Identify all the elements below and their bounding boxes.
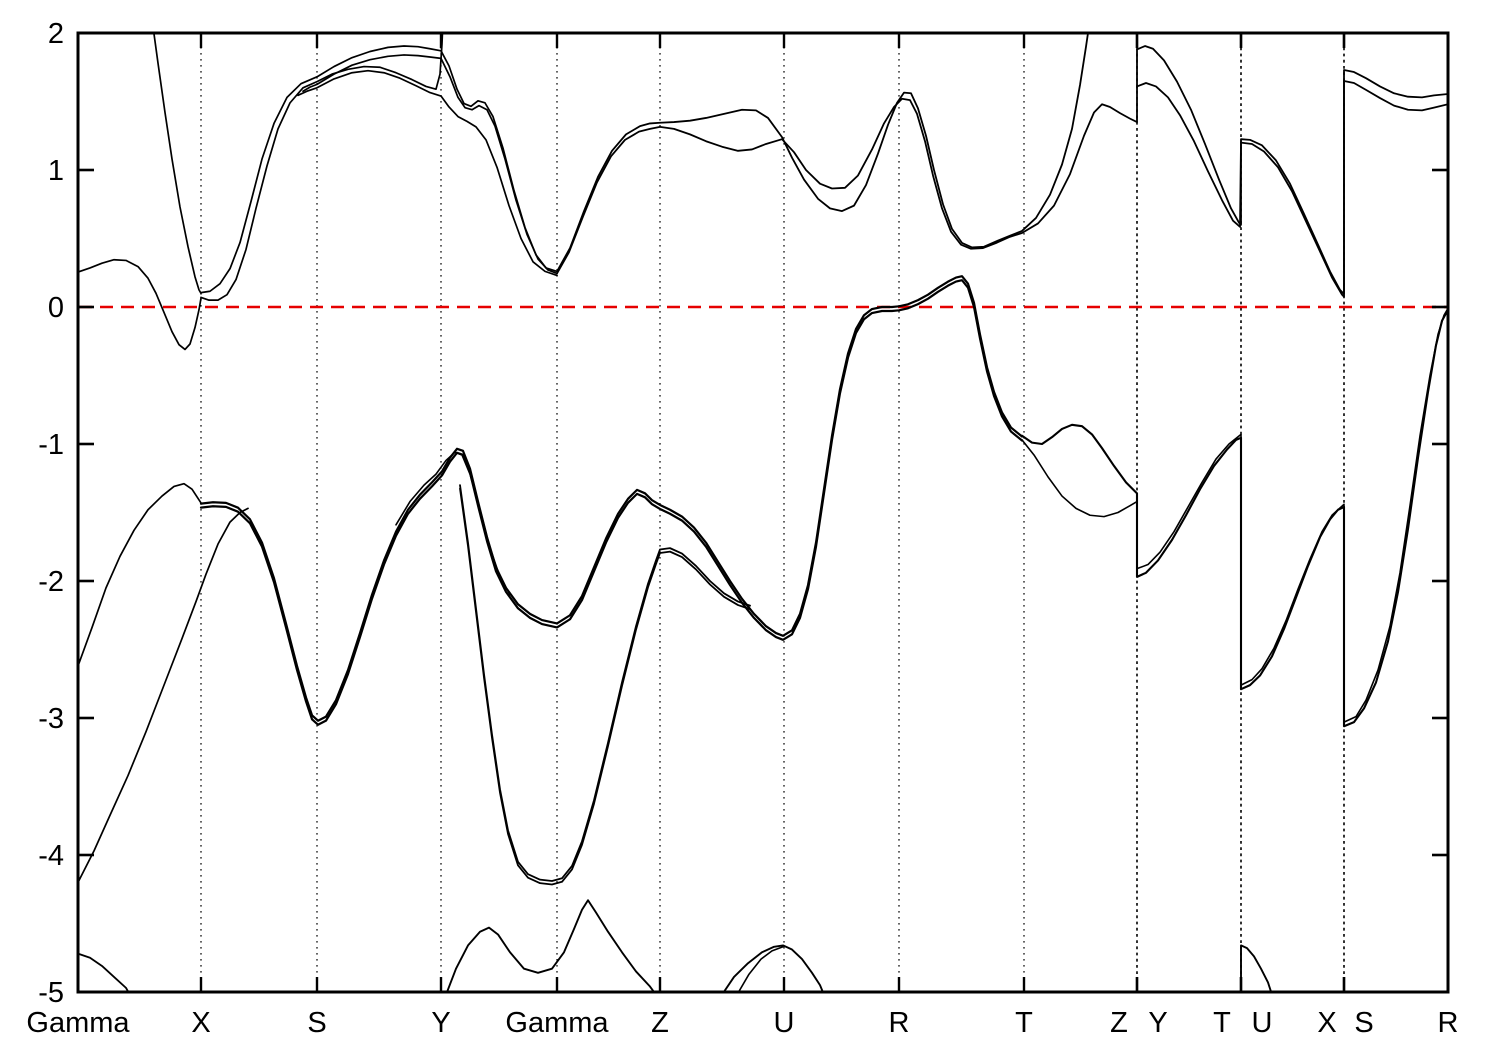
kpoint-label-s: S <box>307 1007 326 1039</box>
kpoint-label-z: Z <box>1110 1007 1128 1039</box>
kpoint-label-x: X <box>1317 1007 1336 1039</box>
kpoint-label-gamma: Gamma <box>505 1007 609 1039</box>
band-valence-y-hump-split <box>395 451 511 596</box>
band-valence-u-dome-b <box>737 945 784 992</box>
kpoint-label-t: T <box>1015 1007 1033 1039</box>
kpoint-label-u: U <box>1252 1007 1273 1039</box>
band-valence-right-chain-a <box>1020 308 1448 728</box>
kpoint-label-s: S <box>1354 1007 1373 1039</box>
y-tick-label: -5 <box>38 977 64 1009</box>
kpoint-label-r: R <box>889 1007 910 1039</box>
band-valence-gamma-hump <box>78 482 202 667</box>
band-valence-gamma-x-diagonal <box>78 507 249 884</box>
y-tick-label: 1 <box>48 155 64 187</box>
kpoint-label-y: Y <box>431 1007 450 1039</box>
plot-frame <box>76 31 1450 994</box>
kpoint-label-x: X <box>191 1007 210 1039</box>
band-conduction-steep-left <box>153 33 202 295</box>
band-conduction-x-lens-lower <box>200 33 444 301</box>
band-conduction-mid-upper <box>556 33 1089 273</box>
band-valence-deep-gamma2 <box>459 487 751 886</box>
y-tick-label: -2 <box>38 566 64 598</box>
band-valence-tu-dome <box>1240 944 1273 992</box>
y-tick-label: -4 <box>38 840 64 872</box>
kpoint-label-u: U <box>774 1007 795 1039</box>
band-valence-right-chain-b <box>1021 307 1448 723</box>
band-conduction-right-chain-upper <box>1136 45 1448 295</box>
band-valence-main <box>199 275 1024 722</box>
band-conduction-sy-strand-3 <box>297 69 558 277</box>
y-tick-label: -3 <box>38 703 64 735</box>
kpoint-label-z: Z <box>651 1007 669 1039</box>
band-conduction-mid-lower <box>556 97 1138 275</box>
band-conduction-gamma-dip <box>78 258 202 351</box>
band-valence-bottom-mid <box>446 899 656 992</box>
band-valence-bottom-left-arc <box>78 952 130 992</box>
y-tick-label: -1 <box>38 429 64 461</box>
band-valence-main <box>199 279 1024 726</box>
kpoint-label-gamma: Gamma <box>26 1007 130 1039</box>
kpoint-label-y: Y <box>1148 1007 1167 1039</box>
band-conduction-right-chain-lower <box>1136 80 1448 298</box>
bands-group <box>78 33 1448 992</box>
band-valence-u-dome-a <box>722 944 824 992</box>
y-tick-label: 0 <box>48 292 64 324</box>
y-tick-label: 2 <box>48 18 64 50</box>
kpoint-label-t: T <box>1213 1007 1231 1039</box>
kpoint-label-r: R <box>1438 1007 1459 1039</box>
band-conduction-x-lens-upper <box>200 45 558 294</box>
band-conduction-sy-strand-2 <box>302 54 558 275</box>
